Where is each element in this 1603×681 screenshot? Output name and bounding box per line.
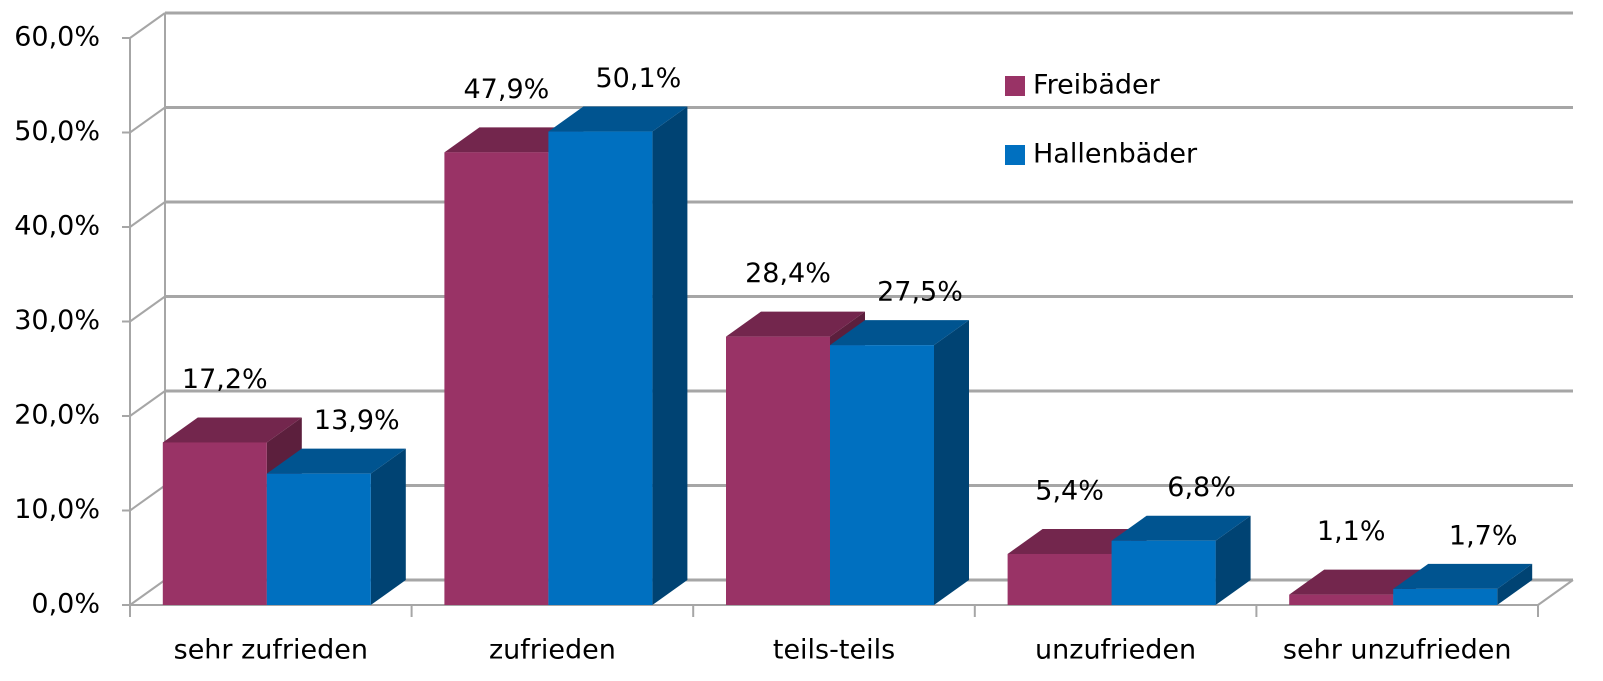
bar-top [548, 106, 688, 132]
bar [1111, 540, 1216, 605]
data-label: 17,2% [182, 364, 268, 395]
legend-swatch [1005, 145, 1025, 165]
bar [830, 345, 934, 605]
floor-edge [1537, 579, 1574, 606]
data-label: 28,4% [745, 258, 831, 289]
y-tick-label: 60,0% [14, 22, 100, 53]
x-tick-label: sehr zufrieden [174, 635, 368, 666]
grid-line-side [129, 579, 166, 606]
bar-top [162, 417, 302, 443]
data-label: 50,1% [596, 63, 682, 94]
bar-side [652, 106, 688, 606]
bar [162, 442, 267, 605]
y-tick-label: 50,0% [14, 116, 100, 147]
y-tick-label: 10,0% [14, 494, 100, 525]
bar-side [1215, 515, 1251, 605]
data-label: 1,7% [1449, 520, 1518, 551]
bar [548, 131, 653, 605]
bar-side [370, 448, 406, 605]
legend-label: Hallenbäder [1033, 139, 1198, 170]
bar-top [1393, 563, 1533, 589]
y-tick-label: 20,0% [14, 400, 100, 431]
y-tick-label: 0,0% [31, 589, 100, 620]
grid-line-side [129, 484, 166, 512]
bar [726, 336, 830, 605]
bar-side [1497, 563, 1533, 605]
data-label: 6,8% [1167, 472, 1236, 503]
y-tick-label: 40,0% [14, 211, 100, 242]
y-tick-label: 30,0% [14, 305, 100, 336]
bar-top [266, 448, 406, 474]
data-label: 47,9% [464, 74, 550, 105]
grid-line-side [129, 390, 166, 417]
bar [1393, 588, 1498, 605]
x-tick-label: sehr unzufrieden [1283, 635, 1512, 666]
bar [266, 473, 371, 605]
legend-swatch [1005, 76, 1025, 96]
data-label: 5,4% [1035, 475, 1104, 506]
data-label: 27,5% [877, 277, 963, 308]
x-tick-label: unzufrieden [1035, 635, 1196, 666]
grid-line-side [129, 295, 166, 323]
bar [444, 152, 549, 605]
bar-side [934, 320, 969, 605]
grid-line-side [129, 12, 166, 39]
bar [1007, 553, 1112, 605]
legend-label: Freibäder [1033, 70, 1161, 101]
x-tick-label: teils-teils [773, 635, 895, 666]
bar-top [1289, 569, 1429, 595]
data-label: 13,9% [314, 405, 400, 436]
grid-line-side [129, 201, 166, 228]
grid-line-side [129, 106, 166, 134]
bar-top [830, 320, 969, 346]
bar-top [726, 311, 865, 337]
bar [1289, 594, 1394, 605]
x-tick-label: zufrieden [489, 635, 616, 666]
data-label: 1,1% [1317, 516, 1386, 547]
bar-top [1111, 515, 1251, 541]
